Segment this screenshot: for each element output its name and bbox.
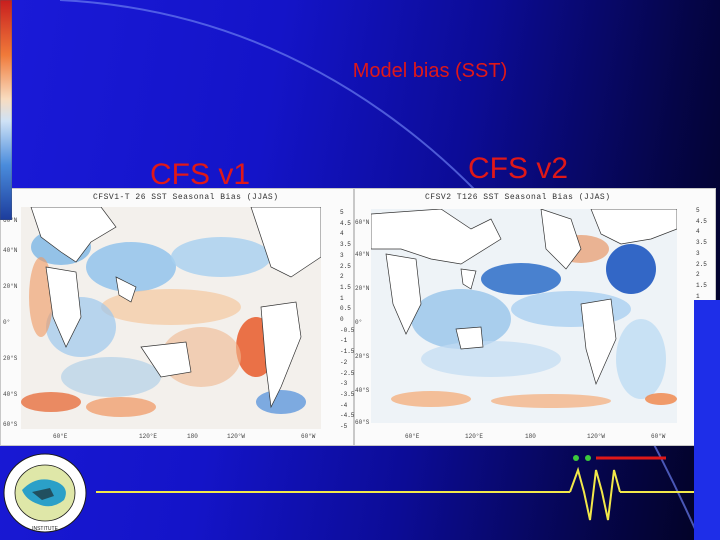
institute-emblem-icon: INSTITUTE [3, 453, 87, 533]
colorbar-tick-label: 4.5 [696, 217, 707, 225]
map-v1-lat-label: 40°S [3, 391, 18, 398]
colorbar-tick-label: -3 [340, 380, 348, 388]
colorbar-tick-label: -0.5 [340, 326, 355, 334]
colorbar-tick-label: 1.5 [696, 281, 707, 289]
slide-title: Model bias (SST) [352, 60, 508, 82]
colorbar-tick-label: -5 [340, 423, 348, 430]
colorbar-tick-label: -1 [340, 337, 348, 345]
colorbar-tick-label: 4.5 [340, 219, 351, 227]
map-v1-lat-label: 20°S [3, 355, 18, 362]
map-v1-lat-label: 60°S [3, 421, 18, 428]
map-v1-lat-label: 60°N [3, 217, 18, 224]
map-v1-lon-label: 60°W [301, 433, 316, 440]
colorbar-tick-label: 2 [340, 273, 344, 281]
map-v1-lat-label: 40°N [3, 247, 18, 254]
colorbar-tick-label: 1 [696, 292, 700, 300]
cfs-v1-label: CFS v1 [150, 158, 251, 191]
sst-bias-map-v2: CFSV2 T126 SST Seasonal Bias (JJAS) [354, 188, 716, 446]
map-v2-colorbar [0, 0, 12, 220]
map-v2-lat-label: 20°N [355, 285, 370, 292]
colorbar-tick-label: 2 [696, 271, 700, 279]
map-v2-lat-label: 40°S [355, 387, 370, 394]
map-v1-title: CFSV1-T 26 SST Seasonal Bias (JJAS) [93, 193, 279, 202]
colorbar-tick-label: 0.5 [340, 305, 351, 313]
colorbar-tick-label: 2.5 [696, 260, 707, 268]
map-v2-lon-label: 60°E [405, 433, 420, 440]
map-v2-continents [371, 209, 677, 386]
colorbar-tick-label: -4.5 [340, 412, 355, 420]
colorbar-tick-label: 3 [340, 251, 344, 259]
map-v2-lat-label: 20°S [355, 353, 370, 360]
map-v2-lat-label: 60°N [355, 219, 370, 226]
colorbar-tick-label: -2 [340, 358, 348, 366]
map-v1-lon-label: 60°E [53, 433, 68, 440]
colorbar-tick-label: 4 [696, 228, 700, 236]
map-v2-lon-label: 120°E [465, 433, 484, 440]
colorbar-tick-label: -4 [340, 401, 348, 409]
colorbar-tick-label: 0 [340, 316, 344, 323]
map-v2-lon-label: 120°W [587, 433, 606, 440]
map-v2-bias-blobs [391, 235, 677, 408]
svg-text:INSTITUTE: INSTITUTE [32, 526, 58, 532]
colorbar-tick-label: 2.5 [340, 262, 351, 270]
map-v2-lat-label: 0° [355, 319, 363, 326]
colorbar-tick-label: 3 [696, 249, 700, 257]
colorbar-tick-label: 3.5 [340, 241, 351, 249]
map-v2-title: CFSV2 T126 SST Seasonal Bias (JJAS) [425, 193, 611, 202]
colorbar-tick-label: 4 [340, 230, 344, 238]
colorbar-tick-label: -2.5 [340, 369, 355, 377]
map-v2-field [371, 209, 677, 423]
cfs-v2-label: CFS v2 [468, 152, 569, 185]
colorbar-tick-label: -1.5 [340, 348, 355, 356]
colorbar-tick-label: 1 [340, 294, 344, 302]
colorbar-tick-label: 5 [340, 209, 344, 216]
colorbar-tick-label: 5 [696, 207, 700, 214]
map-v2-lon-label: 180 [525, 433, 536, 440]
map-v1-lon-label: 120°W [227, 433, 246, 440]
map-v1-field [21, 207, 321, 429]
map-v2-lat-label: 60°S [355, 419, 370, 426]
map-v1-continents [30, 207, 321, 409]
map-v1-lon-label: 180 [187, 433, 198, 440]
map-v1-lat-label: 20°N [3, 283, 18, 290]
sst-bias-map-v1: CFSV1-T 26 SST Seasonal Bias (JJAS) [0, 188, 354, 446]
colorbar-tick-label: -3.5 [340, 390, 355, 398]
map-v2-lat-label: 40°N [355, 251, 370, 258]
map-v1-lon-label: 120°E [139, 433, 158, 440]
side-accent-bar [694, 300, 720, 540]
colorbar-tick-label: 3.5 [696, 239, 707, 247]
map-v2-lon-label: 60°W [651, 433, 666, 440]
map-v1-lat-label: 0° [3, 319, 11, 326]
colorbar-tick-label: 1.5 [340, 283, 351, 291]
